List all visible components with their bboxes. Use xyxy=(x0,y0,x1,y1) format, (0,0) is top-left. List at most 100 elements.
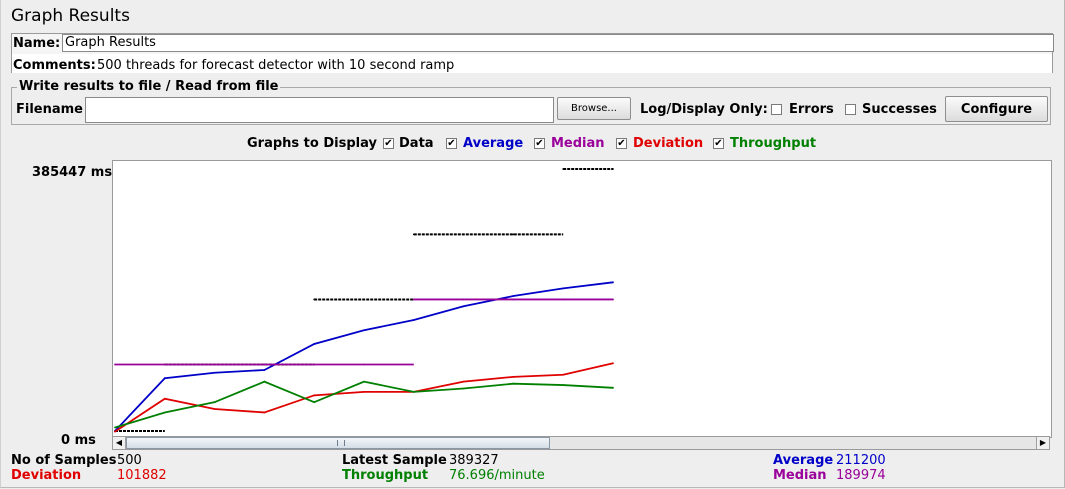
data-point-median xyxy=(363,363,365,366)
panel-title: Graph Results xyxy=(11,6,130,26)
y-axis-max-label: 385447 ms xyxy=(32,165,113,180)
data-point-average xyxy=(412,319,415,321)
data-point-average xyxy=(562,287,565,290)
data-point-data xyxy=(512,233,515,236)
data-point-median xyxy=(114,363,116,366)
data-point-average xyxy=(363,329,365,332)
data-point-data xyxy=(562,168,565,170)
successes-checkbox[interactable] xyxy=(845,104,856,115)
successes-label[interactable]: Successes xyxy=(862,102,937,117)
graph-area xyxy=(112,160,1052,438)
filename-label: Filename xyxy=(16,102,83,117)
data-point-deviation xyxy=(114,430,116,433)
configure-button[interactable]: Configure xyxy=(945,96,1048,122)
average-option-label[interactable]: Average xyxy=(463,136,524,151)
data-point-throughput xyxy=(213,401,216,404)
deviation-stat-value: 101882 xyxy=(117,468,167,483)
data-point-median xyxy=(462,298,465,301)
data-point-median xyxy=(163,363,166,366)
comments-label: Comments: xyxy=(13,58,96,73)
data-checkbox[interactable]: ✔ xyxy=(383,138,394,149)
series-line-median xyxy=(115,298,613,366)
data-point-median xyxy=(612,298,614,301)
data-point-deviation xyxy=(213,408,216,410)
throughput-checkbox[interactable]: ✔ xyxy=(713,138,724,149)
data-point-deviation xyxy=(512,375,515,378)
throughput-stat-value: 76.696/minute xyxy=(449,468,545,483)
data-point-deviation xyxy=(313,394,316,397)
log-display-only-label: Log/Display Only: xyxy=(640,102,768,117)
series-deviation xyxy=(114,362,614,433)
data-point-average xyxy=(462,305,465,308)
errors-label[interactable]: Errors xyxy=(789,102,834,117)
data-point-median xyxy=(412,298,415,301)
data-point-deviation xyxy=(263,411,266,414)
average-checkbox[interactable]: ✔ xyxy=(446,138,457,149)
data-point-throughput xyxy=(263,380,266,383)
data-point-average xyxy=(612,281,614,284)
checkmark-icon: ✔ xyxy=(384,138,393,149)
data-point-deviation xyxy=(562,373,565,376)
average-stat-value: 211200 xyxy=(836,453,886,468)
data-point-median xyxy=(512,298,515,301)
file-section xyxy=(11,87,1051,125)
name-input[interactable] xyxy=(62,34,1054,52)
data-point-deviation xyxy=(462,380,465,383)
scroll-left-icon[interactable]: ◀ xyxy=(113,437,126,449)
median-option-label[interactable]: Median xyxy=(551,136,605,151)
graph-canvas xyxy=(114,168,614,433)
data-point-deviation xyxy=(363,391,365,393)
filename-input[interactable] xyxy=(85,97,554,123)
checkmark-icon: ✔ xyxy=(714,138,723,149)
data-point-average xyxy=(313,343,316,345)
deviation-option-label[interactable]: Deviation xyxy=(633,136,704,151)
browse-button[interactable]: Browse... xyxy=(557,97,631,120)
average-stat-label: Average xyxy=(773,453,834,468)
data-point-average xyxy=(263,369,266,371)
data-option-label[interactable]: Data xyxy=(399,136,434,151)
y-axis-min-label: 0 ms xyxy=(61,433,96,448)
graphs-to-display-label: Graphs to Display xyxy=(247,136,377,151)
data-point-data xyxy=(612,168,614,170)
deviation-stat-label: Deviation xyxy=(11,468,82,483)
scrollbar-thumb[interactable] xyxy=(126,437,550,449)
data-point-data xyxy=(313,298,316,301)
data-point-throughput xyxy=(313,401,316,404)
throughput-stat-label: Throughput xyxy=(342,468,429,483)
data-point-average xyxy=(213,371,216,374)
data-point-median xyxy=(562,298,565,301)
data-point-median xyxy=(313,363,316,366)
data-point-median xyxy=(213,363,216,366)
data-point-data xyxy=(462,233,465,236)
series-median xyxy=(114,298,614,366)
name-label: Name: xyxy=(13,36,61,51)
data-point-data xyxy=(363,298,365,301)
data-point-deviation xyxy=(612,362,614,365)
file-section-legend: Write results to file / Read from file xyxy=(17,79,281,94)
data-point-throughput xyxy=(163,411,166,414)
errors-checkbox[interactable] xyxy=(771,104,782,115)
latest-sample-label: Latest Sample xyxy=(342,453,447,468)
data-point-throughput xyxy=(462,387,465,390)
no-of-samples-label: No of Samples xyxy=(11,453,117,468)
data-point-throughput xyxy=(512,382,515,385)
series-average xyxy=(114,281,614,432)
graph-horizontal-scrollbar[interactable]: ◀ ▶ xyxy=(112,436,1050,450)
data-point-data xyxy=(412,233,415,236)
data-point-throughput xyxy=(412,391,415,393)
latest-sample-value: 389327 xyxy=(449,453,499,468)
throughput-option-label[interactable]: Throughput xyxy=(730,136,817,151)
data-point-throughput xyxy=(612,386,614,389)
grip-icon xyxy=(337,440,345,446)
series-line-deviation xyxy=(114,362,614,433)
median-checkbox[interactable]: ✔ xyxy=(534,138,545,149)
scroll-right-icon[interactable]: ▶ xyxy=(1036,437,1049,449)
comments-value[interactable]: 500 threads for forecast detector with 1… xyxy=(97,58,455,73)
comments-row xyxy=(11,54,1053,73)
checkmark-icon: ✔ xyxy=(535,138,544,149)
deviation-checkbox[interactable]: ✔ xyxy=(616,138,627,149)
no-of-samples-value: 500 xyxy=(117,453,142,468)
data-point-throughput xyxy=(363,380,365,383)
data-point-throughput xyxy=(562,384,565,386)
data-point-average xyxy=(512,295,515,297)
